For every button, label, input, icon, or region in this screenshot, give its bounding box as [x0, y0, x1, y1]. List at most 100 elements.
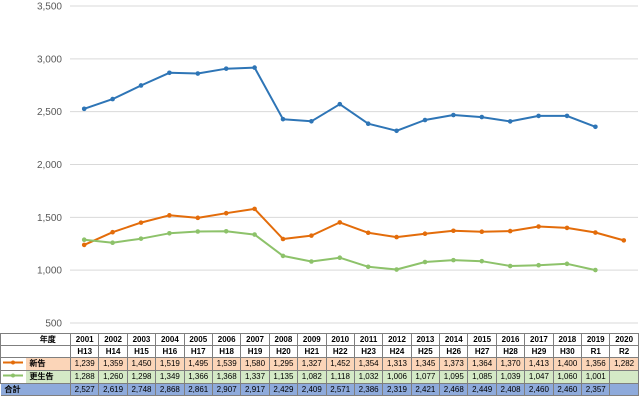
data-point-new	[110, 229, 115, 235]
table-cell: 2,571	[325, 383, 355, 396]
legend-line-renewal	[3, 373, 24, 378]
data-point-renewal	[280, 253, 286, 259]
series-line-total	[83, 66, 596, 132]
data-point-new	[621, 238, 627, 243]
row-label-total: 合計	[0, 383, 71, 396]
table-corner	[0, 333, 26, 346]
data-point-new	[394, 234, 399, 240]
table-cell: 2,460	[524, 383, 554, 396]
table-cell: 1,519	[155, 357, 185, 371]
era-cell: H13	[69, 345, 100, 358]
table-cell	[609, 370, 639, 384]
year-cell: 2013	[410, 333, 441, 346]
data-point-total	[564, 113, 570, 119]
table-cell: 2,421	[410, 383, 441, 396]
data-point-total	[138, 83, 144, 88]
table-cell: 2,861	[183, 383, 213, 396]
data-point-renewal	[110, 240, 115, 245]
table-cell: 1,400	[552, 357, 583, 371]
table-cell: 2,409	[297, 383, 327, 396]
year-cell: 2007	[240, 333, 270, 346]
data-point-new	[252, 206, 257, 212]
table-cell: 1,001	[581, 370, 611, 384]
era-cell: H28	[495, 345, 526, 358]
era-cell: H21	[297, 345, 327, 358]
table-cell: 1,295	[268, 357, 299, 371]
table-cell: 1,368	[211, 370, 242, 384]
data-point-new	[309, 233, 314, 238]
table-cell: 1,349	[155, 370, 185, 384]
data-point-new	[422, 231, 428, 237]
table-header-label: 年度	[25, 333, 71, 346]
data-point-total	[309, 118, 314, 124]
year-cell: 2014	[439, 333, 469, 346]
table-cell: 1,095	[439, 370, 469, 384]
table-cell: 1,239	[69, 357, 100, 371]
data-point-new	[81, 242, 87, 248]
data-point-total	[394, 128, 399, 134]
data-point-renewal	[394, 267, 399, 272]
y-tick-label: 500	[45, 319, 62, 330]
table-cell: 1,313	[382, 357, 412, 371]
y-tick-label: 1,000	[37, 266, 62, 277]
era-cell: H29	[524, 345, 554, 358]
era-cell: H22	[325, 345, 355, 358]
table-empty-cell	[0, 345, 26, 358]
data-point-renewal	[309, 259, 314, 264]
data-point-total	[536, 113, 541, 119]
year-cell: 2005	[183, 333, 213, 346]
table-cell: 1,356	[581, 357, 611, 371]
series-line-renewal	[84, 230, 596, 272]
year-cell: 2016	[495, 333, 526, 346]
data-point-renewal	[223, 228, 229, 234]
year-cell: 2020	[609, 333, 639, 346]
data-point-total	[280, 116, 286, 122]
data-point-total	[167, 70, 172, 76]
data-point-renewal	[451, 257, 456, 263]
table-cell: 1,354	[353, 357, 384, 371]
era-cell: H30	[552, 345, 583, 358]
data-point-new	[479, 229, 485, 235]
era-cell: H18	[211, 345, 242, 358]
table-cell: 1,288	[69, 370, 100, 384]
data-point-renewal	[138, 236, 144, 241]
year-cell: 2009	[297, 333, 327, 346]
era-cell: H27	[467, 345, 497, 358]
table-cell: 1,047	[524, 370, 554, 384]
table-cell: 1,298	[126, 370, 157, 384]
legend-key-new	[0, 357, 26, 371]
table-cell: 2,319	[382, 383, 412, 396]
data-point-renewal	[593, 267, 598, 273]
data-point-new	[451, 228, 456, 234]
table-row-era: H13 H14 H15 H16 H17 H18 H19 H20 H21 H22 …	[0, 345, 639, 358]
data-table: 年度 2001 2002 2003 2004 2005 2006 2007 20…	[0, 333, 639, 396]
table-row-year: 年度 2001 2002 2003 2004 2005 2006 2007 20…	[0, 333, 639, 346]
data-point-new	[167, 213, 172, 218]
table-cell: 1,118	[325, 370, 355, 384]
table-cell: 2,868	[155, 383, 185, 396]
year-cell: 2017	[524, 333, 554, 346]
data-point-total	[479, 114, 485, 120]
table-cell: 2,917	[240, 383, 270, 396]
table-cell: 1,450	[126, 357, 157, 371]
table-cell: 1,539	[211, 357, 242, 371]
series-line-new	[83, 207, 625, 246]
table-cell: 1,495	[183, 357, 213, 371]
year-cell: 2001	[69, 333, 100, 346]
era-cell: H26	[439, 345, 469, 358]
era-cell: H14	[98, 345, 128, 358]
data-point-new	[138, 220, 144, 225]
y-tick-label: 3,500	[37, 2, 62, 13]
data-point-new	[536, 224, 541, 229]
y-tick-label: 3,000	[37, 54, 62, 65]
table-row-renewal: 更生告 1,288 1,260 1,298 1,349 1,366 1,368 …	[0, 370, 639, 384]
table-row-total: 合計 2,527 2,619 2,748 2,868 2,861 2,907 2…	[0, 383, 639, 396]
year-cell: 2004	[155, 333, 185, 346]
table-cell: 2,527	[69, 383, 100, 396]
data-point-new	[593, 230, 598, 235]
era-cell: H20	[268, 345, 299, 358]
data-point-renewal	[422, 259, 428, 265]
data-point-total	[81, 106, 87, 112]
year-cell: 2006	[211, 333, 242, 346]
table-cell: 1,373	[439, 357, 469, 371]
